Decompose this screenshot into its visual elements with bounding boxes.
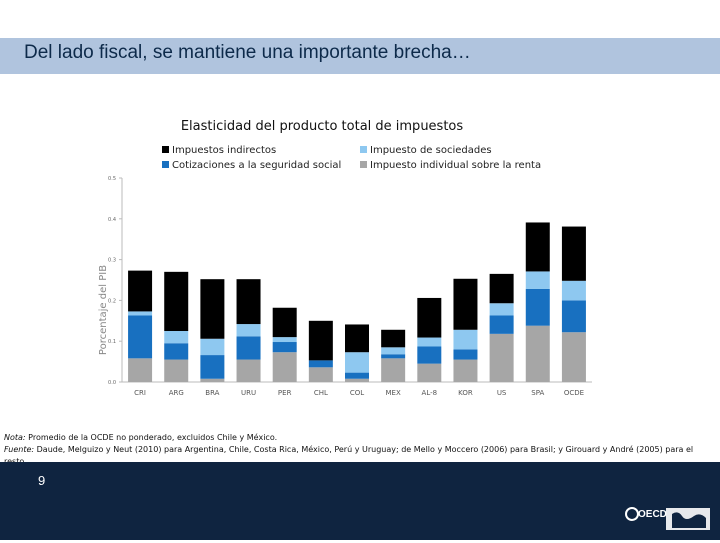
y-axis-label: Porcentaje del PIB — [98, 265, 109, 355]
fuente-text: Daude, Melguizo y Neut (2010) para Argen… — [4, 445, 694, 466]
bar-segment — [164, 331, 189, 344]
bar-segment — [345, 372, 369, 379]
fuente-label: Fuente: — [4, 445, 35, 454]
legend-swatch — [360, 146, 367, 153]
bar-segment — [236, 279, 261, 325]
bar-segment — [200, 378, 225, 382]
nota-label: Nota: — [4, 433, 26, 442]
y-tick-label: 0.1 — [108, 339, 116, 345]
x-tick-label: OCDE — [564, 389, 584, 397]
bar-segment — [164, 343, 189, 360]
bar-segment — [525, 222, 550, 272]
bar-segment — [308, 367, 333, 382]
bar-segment — [417, 337, 442, 347]
bar-segment — [453, 278, 478, 330]
logo-text: OECD — [638, 509, 667, 520]
bar-segment — [164, 271, 189, 331]
nota-line: Nota: Promedio de la OCDE no ponderado, … — [4, 432, 704, 444]
y-tick-label: 0.3 — [108, 258, 116, 264]
bar-segment — [561, 280, 586, 301]
bar-segment — [272, 342, 297, 353]
legend-label: Impuesto individual sobre la renta — [370, 160, 541, 171]
bar-segment — [345, 378, 369, 382]
oecd-logo: OECD — [624, 492, 714, 538]
bar-segment — [236, 324, 261, 337]
bar-segment — [272, 307, 297, 338]
bar-segment — [200, 279, 225, 339]
fuente-line: Fuente: Daude, Melguizo y Neut (2010) pa… — [4, 444, 704, 468]
legend-label: Impuestos indirectos — [172, 145, 276, 156]
bar-segment — [164, 359, 189, 382]
x-tick-label: COL — [350, 389, 364, 397]
page-number: 9 — [38, 473, 46, 488]
title-bar: Del lado fiscal, se mantiene una importa… — [0, 38, 720, 74]
y-tick-label: 0.2 — [108, 298, 116, 304]
y-tick-label: 0.4 — [108, 217, 116, 223]
oecd-globe-icon — [625, 507, 710, 530]
bar-segment — [417, 297, 442, 338]
slide-title: Del lado fiscal, se mantiene una importa… — [24, 42, 471, 63]
bar-segment — [561, 332, 586, 382]
bar-segment — [200, 338, 225, 356]
bar-segment — [453, 329, 478, 350]
nota-text: Promedio de la OCDE no ponderado, exclui… — [25, 433, 278, 442]
bar-segment — [489, 315, 514, 334]
bar-segment — [128, 311, 153, 316]
bar-segment — [417, 346, 442, 364]
bar-segment — [236, 359, 261, 382]
footer: 9 OECD — [0, 462, 720, 540]
bar-segment — [489, 303, 514, 316]
bar-segment — [308, 320, 333, 361]
bar-segment — [345, 324, 369, 353]
chart: Elasticidad del producto total de impues… — [98, 119, 592, 397]
bar-segment — [381, 329, 406, 348]
bar-segment — [272, 352, 297, 382]
y-tick-label: 0.5 — [108, 176, 116, 182]
x-tick-label: AL-8 — [422, 389, 438, 397]
x-tick-label: URU — [241, 389, 256, 397]
x-tick-label: PER — [278, 389, 292, 397]
x-tick-label: MEX — [386, 389, 401, 397]
x-tick-label: CRI — [134, 389, 146, 397]
bar-segment — [200, 355, 225, 379]
bar-segment — [381, 347, 406, 355]
bar-segment — [489, 273, 514, 304]
x-tick-label: BRA — [205, 389, 219, 397]
legend-swatch — [162, 161, 169, 168]
bar-segment — [417, 363, 442, 382]
chart-title: Elasticidad del producto total de impues… — [181, 119, 464, 134]
bar-segment — [453, 359, 478, 382]
legend-swatch — [162, 146, 169, 153]
bar-segment — [381, 354, 406, 359]
bar-segment — [345, 352, 369, 373]
bar-segment — [128, 315, 153, 359]
bar-segment — [525, 271, 550, 289]
legend-swatch — [360, 161, 367, 168]
y-tick-label: 0.0 — [108, 380, 116, 386]
x-tick-label: KOR — [458, 389, 473, 397]
bar-segment — [272, 337, 297, 343]
legend-label: Cotizaciones a la seguridad social — [172, 160, 341, 171]
bar-segment — [128, 358, 153, 382]
bar-segment — [453, 349, 478, 360]
bar-segment — [525, 325, 550, 382]
x-tick-label: CHL — [314, 389, 328, 397]
bar-segment — [308, 360, 333, 368]
bar-segment — [561, 300, 586, 333]
bar-segment — [381, 358, 406, 382]
bar-segment — [561, 226, 586, 281]
x-tick-label: US — [497, 389, 507, 397]
x-tick-label: ARG — [169, 389, 184, 397]
bar-segment — [236, 336, 261, 360]
notes: Nota: Promedio de la OCDE no ponderado, … — [4, 432, 704, 468]
bar-segment — [525, 288, 550, 326]
bar-segment — [489, 333, 514, 382]
x-tick-label: SPA — [531, 389, 544, 397]
bar-segment — [128, 270, 153, 312]
legend-label: Impuesto de sociedades — [370, 145, 492, 156]
